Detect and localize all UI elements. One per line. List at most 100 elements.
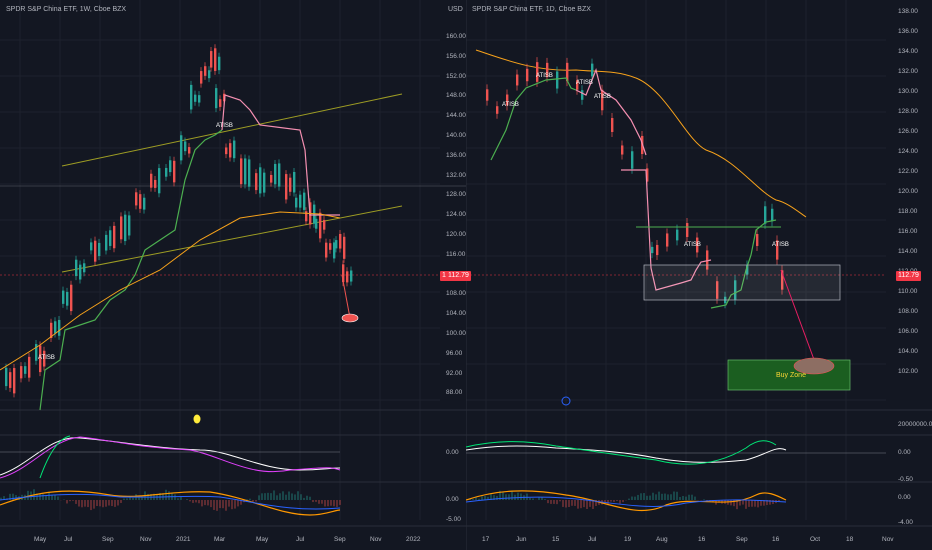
histogram-bar: [192, 500, 194, 503]
indicator-axis-label: 20000000.00: [898, 421, 932, 428]
indicator-orange-line: [466, 490, 787, 512]
candle-body: [289, 177, 292, 192]
histogram-bar: [126, 498, 128, 500]
histogram-bar: [291, 493, 293, 500]
histogram-bar: [511, 490, 513, 500]
histogram-bar: [652, 492, 654, 500]
histogram-bar: [616, 500, 618, 501]
histogram-bar: [213, 500, 215, 510]
histogram-bar: [574, 500, 576, 506]
histogram-bar: [718, 500, 720, 503]
histogram-bar: [306, 495, 308, 500]
candle-body: [526, 68, 529, 82]
right-price-tick-label: 136.00: [898, 28, 918, 35]
candle-body: [198, 95, 201, 103]
histogram-bar: [760, 500, 762, 506]
weekly-chart-title: SPDR S&P China ETF, 1W, Cboe BZX: [6, 6, 127, 13]
indicator-axis-label: -0.50: [898, 476, 913, 483]
histogram-bar: [673, 491, 675, 500]
green-trailing-stop-line-2: [710, 219, 777, 309]
histogram-bar: [111, 500, 113, 507]
daily-x-tick-label: 16: [772, 536, 780, 543]
indicator-axis-label: 0.00: [446, 496, 459, 503]
candle-body: [323, 220, 326, 230]
histogram-bar: [622, 500, 624, 503]
histogram-bar: [757, 500, 759, 508]
daily-chart-pane[interactable]: SPDR S&P China ETF, 1D, Cboe BZX USD 160…: [446, 0, 932, 550]
daily-right-price-tag: 112.79: [896, 271, 921, 281]
histogram-bar: [685, 496, 687, 500]
histogram-bar: [682, 495, 684, 500]
histogram-bar: [114, 500, 116, 507]
histogram-bar: [502, 492, 504, 500]
histogram-bar: [117, 500, 119, 506]
candle-body: [24, 366, 27, 374]
histogram-bar: [565, 500, 567, 508]
candle-body: [113, 225, 116, 249]
histogram-bar: [222, 500, 224, 509]
daily-annotation-3: ATISB: [576, 80, 593, 86]
histogram-bar: [694, 496, 696, 500]
event-circle: [561, 396, 571, 406]
histogram-bar: [691, 494, 693, 500]
histogram-bar: [580, 500, 582, 509]
candle-body: [285, 174, 288, 200]
weekly-x-tick-label: Jul: [296, 536, 305, 543]
histogram-bar: [568, 500, 570, 508]
daily-annotation-6: ATISB: [772, 242, 789, 248]
histogram-bar: [610, 500, 612, 502]
histogram-bar: [285, 494, 287, 500]
histogram-bar: [90, 500, 92, 511]
histogram-bar: [589, 500, 591, 507]
histogram-bar: [333, 500, 335, 507]
weekly-chart-pane[interactable]: SPDR S&P China ETF, 1W, Cboe BZX 112.79 …: [0, 0, 466, 550]
candle-body: [303, 192, 306, 210]
histogram-bar: [36, 493, 38, 500]
daily-annotation-2: ATISB: [536, 73, 553, 79]
candle-body: [200, 71, 203, 84]
candle-body: [62, 290, 65, 304]
candle-body: [293, 171, 296, 193]
histogram-bar: [562, 500, 564, 507]
histogram-bar: [273, 490, 275, 500]
candle-body: [259, 167, 262, 194]
weekly-x-tick-label: Nov: [370, 536, 382, 543]
candle-body: [656, 244, 659, 256]
histogram-bar: [628, 498, 630, 500]
histogram-bar: [315, 500, 317, 502]
candle-body: [150, 173, 153, 188]
daily-annotation-4: ATISB: [594, 94, 611, 100]
histogram-bar: [619, 500, 621, 504]
histogram-bar: [493, 495, 495, 500]
histogram-bar: [772, 500, 774, 505]
candle-body: [184, 141, 187, 152]
histogram-bar: [541, 497, 543, 500]
histogram-bar: [267, 492, 269, 500]
histogram-bar: [733, 500, 735, 507]
histogram-bar: [300, 494, 302, 500]
histogram-bar: [201, 500, 203, 507]
left-price-tick-label: 108.00: [446, 290, 466, 298]
weekly-chart-canvas[interactable]: [0, 0, 466, 550]
candle-body: [229, 143, 232, 158]
histogram-bar: [282, 491, 284, 500]
projection-arrow: [780, 269, 817, 366]
green-trailing-stop-line: [39, 129, 223, 411]
lower-trend-line: [61, 205, 403, 273]
candle-body: [248, 159, 251, 187]
projection-line: [341, 274, 351, 319]
histogram-bar: [129, 496, 131, 500]
weekly-x-tick-label: May: [256, 536, 269, 543]
candle-body: [771, 208, 774, 222]
histogram-bar: [216, 500, 218, 511]
histogram-bar: [120, 500, 122, 503]
histogram-bar: [472, 499, 474, 500]
right-price-tick-label: 132.00: [898, 68, 918, 75]
histogram-bar: [330, 500, 332, 506]
candle-body: [9, 372, 12, 388]
candle-body: [180, 135, 183, 161]
daily-chart-canvas[interactable]: [466, 0, 932, 550]
histogram-bar: [517, 492, 519, 500]
weekly-x-tick-label: 2021: [176, 536, 191, 543]
histogram-bar: [754, 500, 756, 507]
